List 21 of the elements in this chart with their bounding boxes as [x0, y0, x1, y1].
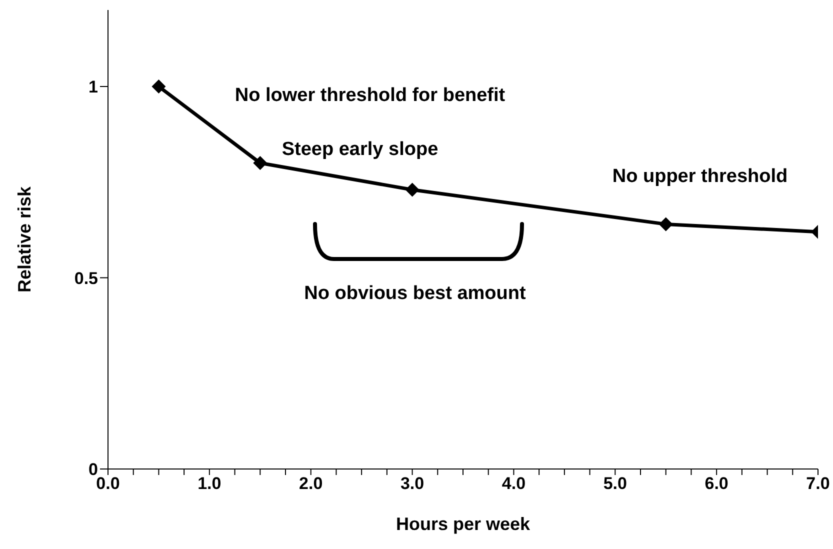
x-tick-label: 1.0	[198, 474, 222, 494]
y-tick-label: 1	[88, 78, 98, 97]
point	[152, 80, 166, 94]
x-tick-label: 0.0	[96, 474, 120, 494]
annotation: No obvious best amount	[304, 283, 526, 305]
x-axis-title: Hours per week	[396, 514, 532, 534]
y-axis-title: Relative risk	[14, 185, 34, 293]
annotation: No upper threshold	[612, 166, 788, 188]
y-tick-label: 0.5	[74, 268, 98, 288]
x-tick-label: 4.0	[502, 474, 526, 494]
x-tick-label: 7.0	[806, 474, 830, 494]
x-tick-label: 2.0	[299, 474, 323, 494]
point	[405, 182, 420, 197]
y-tick-label: 0	[88, 460, 98, 480]
annotation: No lower threshold for benefit	[234, 85, 506, 107]
x-tick-label: 3.0	[400, 474, 424, 494]
x-tick-label: 5.0	[603, 474, 627, 494]
point	[253, 156, 268, 170]
annotation: Steep early slope	[282, 139, 438, 161]
x-tick-label: 6.0	[704, 474, 728, 494]
point	[658, 217, 673, 232]
